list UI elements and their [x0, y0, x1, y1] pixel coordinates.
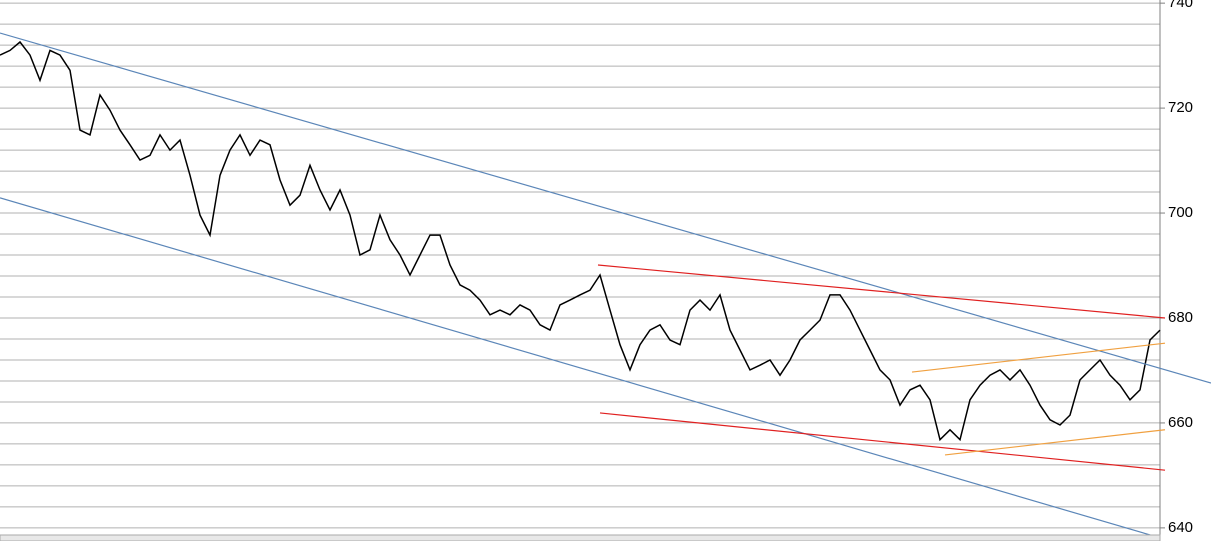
tab-strip — [0, 534, 1161, 541]
trend-line — [0, 197, 1161, 539]
y-tick-label: 640 — [1168, 519, 1193, 536]
y-tick-label: 740 — [1168, 0, 1193, 11]
y-tick-label: 660 — [1168, 414, 1193, 431]
y-tick-label: 700 — [1168, 204, 1193, 221]
trend-line — [0, 32, 1211, 384]
trend-line — [911, 342, 1166, 373]
trend-line — [944, 429, 1166, 456]
y-tick-label: 720 — [1168, 99, 1193, 116]
trend-line — [597, 264, 1166, 319]
price-line — [0, 40, 1161, 442]
grid: 640 660 680 700 720 740 — [0, 0, 1193, 536]
trend-line — [599, 412, 1166, 471]
y-tick-label: 680 — [1168, 309, 1193, 326]
marks — [0, 32, 1211, 539]
